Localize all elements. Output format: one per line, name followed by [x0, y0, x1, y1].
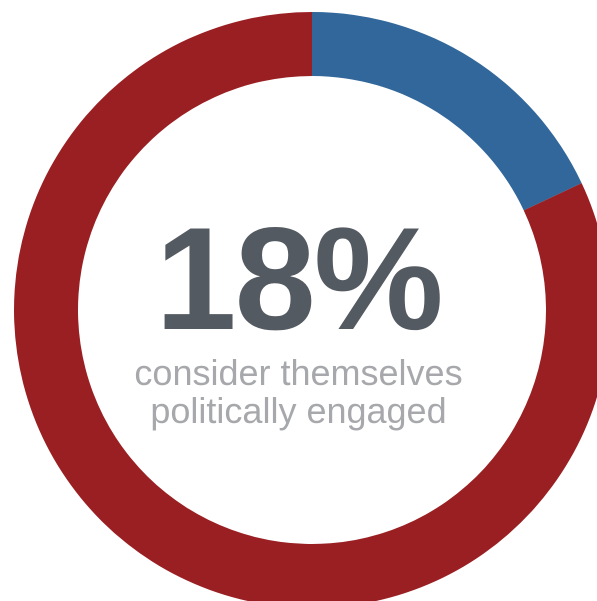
caption-line-2: politically engaged: [150, 390, 447, 431]
percentage-label: 18%: [155, 197, 443, 360]
donut-slice-1: [312, 12, 582, 211]
caption-line-1: consider themselves: [134, 352, 463, 393]
